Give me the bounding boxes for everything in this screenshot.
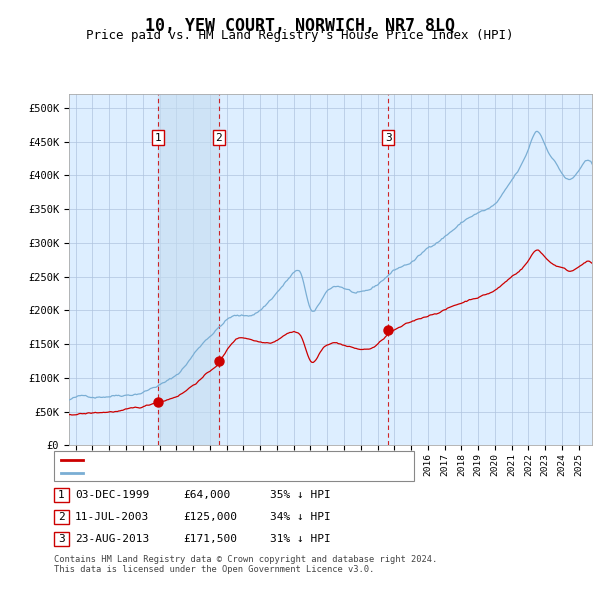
Text: 2: 2: [58, 512, 65, 522]
Text: Contains HM Land Registry data © Crown copyright and database right 2024.
This d: Contains HM Land Registry data © Crown c…: [54, 555, 437, 574]
Text: 23-AUG-2013: 23-AUG-2013: [75, 535, 149, 544]
Text: HPI: Average price, detached house, Broadland: HPI: Average price, detached house, Broa…: [89, 468, 359, 478]
Text: £64,000: £64,000: [183, 490, 230, 500]
Bar: [158, 94, 219, 445]
Text: 31% ↓ HPI: 31% ↓ HPI: [270, 535, 331, 544]
Text: 10, YEW COURT, NORWICH, NR7 8LQ: 10, YEW COURT, NORWICH, NR7 8LQ: [145, 17, 455, 35]
Text: £125,000: £125,000: [183, 512, 237, 522]
Text: 03-DEC-1999: 03-DEC-1999: [75, 490, 149, 500]
Text: £171,500: £171,500: [183, 535, 237, 544]
Text: 10, YEW COURT, NORWICH, NR7 8LQ (detached house): 10, YEW COURT, NORWICH, NR7 8LQ (detache…: [89, 455, 377, 464]
Text: 1: 1: [58, 490, 65, 500]
Text: 34% ↓ HPI: 34% ↓ HPI: [270, 512, 331, 522]
Text: 11-JUL-2003: 11-JUL-2003: [75, 512, 149, 522]
Text: 3: 3: [385, 133, 392, 143]
Text: 2: 2: [215, 133, 222, 143]
Text: Price paid vs. HM Land Registry's House Price Index (HPI): Price paid vs. HM Land Registry's House …: [86, 30, 514, 42]
Text: 1: 1: [155, 133, 161, 143]
Text: 3: 3: [58, 535, 65, 544]
Text: 35% ↓ HPI: 35% ↓ HPI: [270, 490, 331, 500]
